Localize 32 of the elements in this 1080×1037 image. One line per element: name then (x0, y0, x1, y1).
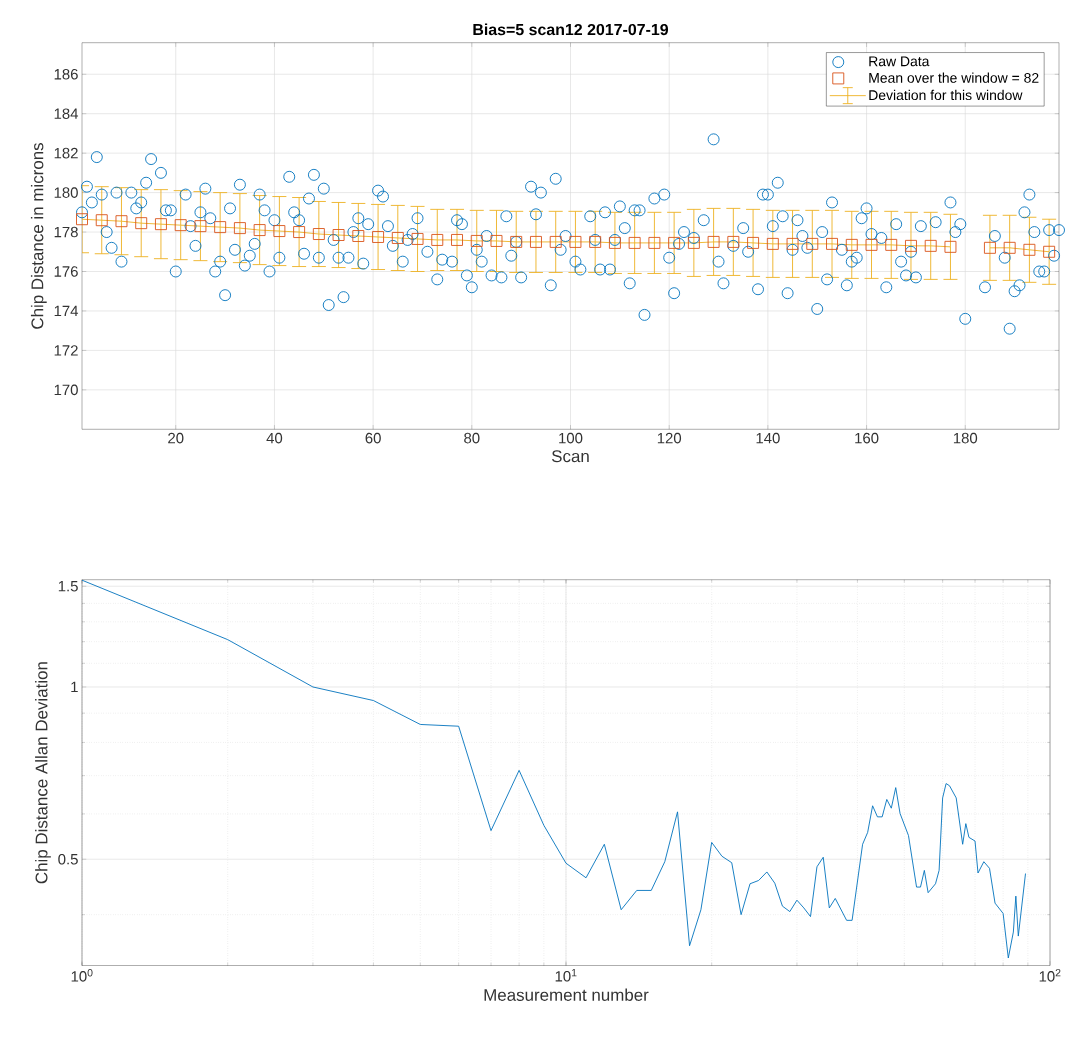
y-axis-title: Chip Distance in microns (30, 142, 47, 329)
y-tick-label: 0.5 (58, 853, 78, 865)
x-tick-label: 80 (464, 432, 480, 444)
y-tick-label: 186 (54, 68, 78, 80)
x-tick-label: 100 (559, 432, 583, 444)
x-tick-label: 120 (657, 432, 682, 444)
x-tick-label: 40 (266, 432, 283, 444)
x-tick-label: 140 (756, 432, 780, 444)
x-tick-label: 10$^{2}$ (1039, 969, 1061, 982)
y-tick-label: 184 (54, 108, 79, 119)
legend-label: Raw Data (869, 56, 930, 67)
x-tick-label: 20 (168, 432, 184, 444)
x-tick-label: 10$^{0}$ (71, 969, 93, 982)
y-tick-label: 180 (54, 187, 78, 198)
x-tick-label: 10$^{1}$ (555, 969, 577, 982)
y-tick-label: 182 (54, 147, 78, 159)
y-tick-label: 178 (54, 226, 78, 238)
legend-label: Mean over the window = 82 (869, 72, 1039, 83)
chart-title: Bias=5 scan12 2017-07-19 (473, 23, 669, 36)
legend-label: Deviation for this window (869, 89, 1023, 101)
x-axis-title: Measurement number (484, 988, 649, 1001)
y-axis-title: Chip Distance Allan Deviation (35, 662, 51, 884)
y-tick-label: 174 (54, 305, 79, 317)
y-tick-label: 172 (54, 345, 78, 356)
y-tick-label: 176 (54, 266, 78, 277)
y-tick-label: 1 (71, 681, 78, 693)
y-tick-label: 170 (54, 384, 78, 396)
x-tick-label: 60 (365, 432, 381, 444)
x-axis-title: Scan (551, 450, 589, 463)
x-tick-label: 180 (953, 432, 978, 444)
x-tick-label: 160 (855, 432, 879, 444)
y-tick-label: 1.5 (58, 581, 78, 592)
